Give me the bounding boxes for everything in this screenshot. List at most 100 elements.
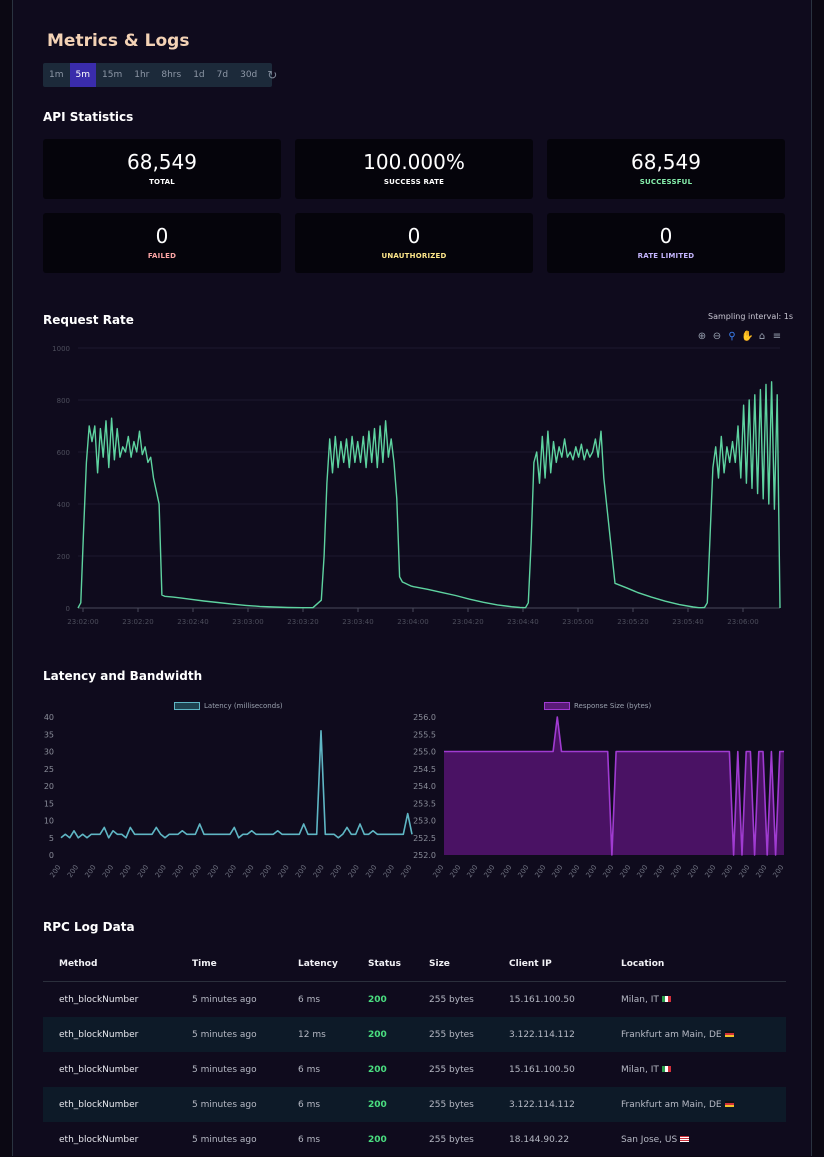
time-range-30d[interactable]: 30d [240,70,258,80]
stat-value: 0 [659,224,673,248]
cell-location-text: Milan, IT [621,1064,659,1075]
time-range-5m[interactable]: 5m [69,63,96,87]
stat-value: 0 [155,224,169,248]
y-tick-label: 400 [57,501,70,509]
table-header-row: Method Time Latency Status Size Client I… [43,947,786,982]
cell-method-text: eth_blockNumber [59,1099,139,1110]
cell-latency: 6 ms [298,1052,368,1087]
response-size-legend[interactable]: Response Size (bytes) [544,702,651,710]
request-rate-chart[interactable]: 0 200 400 600 800 1000 23:02:00 23:02:20 23:02:4… [0,340,824,635]
cell-latency-text: 6 ms [298,1064,321,1075]
table-row[interactable]: eth_blockNumber 5 minutes ago 6 ms 200 255 b… [43,982,786,1018]
time-range-1m[interactable]: 1m [49,70,64,80]
x-tick-label: 200 [48,864,62,880]
table-row[interactable]: eth_blockNumber 5 minutes ago 6 ms 200 255 b… [43,1087,786,1122]
chart-toolbar: ⊕ ⊖ ⚲ ✋ ⌂ ≡ [696,331,783,342]
cell-method: eth_blockNumber [43,1017,192,1052]
cell-time-text: 5 minutes ago [192,1134,257,1145]
x-tick-label: 23:05:20 [617,618,648,626]
column-header-size[interactable]: Size [429,947,509,982]
y-tick-label: 200 [57,553,70,561]
x-tick-label: 200 [66,864,80,880]
column-header-status[interactable]: Status [368,947,429,982]
cell-size-text: 255 bytes [429,1099,474,1110]
zoom-select-icon[interactable]: ⚲ [728,331,736,342]
cell-status: 200 [368,1017,429,1052]
x-tick-label: 200 [329,864,343,880]
cell-location-text: Milan, IT [621,994,659,1005]
stat-card-successful: 68,549 SUCCESSFUL [547,139,785,199]
x-tick-label: 200 [431,864,445,880]
x-tick-label: 200 [482,864,496,880]
zoom-out-icon[interactable]: ⊖ [712,331,722,342]
cell-method-text: eth_blockNumber [59,1134,139,1145]
time-range-8hrs[interactable]: 8hrs [161,70,182,80]
column-header-location[interactable]: Location [621,947,786,982]
cell-size-text: 255 bytes [429,1029,474,1040]
column-header-client-ip[interactable]: Client IP [509,947,621,982]
sampling-interval: Sampling interval: 1s [708,312,793,321]
stat-value: 68,549 [631,150,701,174]
x-tick-label: 200 [189,864,203,880]
x-tick-label: 200 [312,864,326,880]
menu-icon[interactable]: ≡ [772,331,782,342]
x-tick-label: 23:02:40 [177,618,208,626]
table-row[interactable]: eth_blockNumber 5 minutes ago 6 ms 200 255 b… [43,1052,786,1087]
refresh-icon[interactable]: ↻ [267,68,278,82]
cell-ip: 3.122.114.112 [509,1087,621,1122]
cell-latency-text: 6 ms [298,1134,321,1145]
pan-hand-icon[interactable]: ✋ [741,331,754,342]
y-tick-label: 40 [44,713,54,722]
home-icon[interactable]: ⌂ [758,331,766,342]
rpc-log-title: RPC Log Data [43,920,135,934]
flag-us-icon [680,1136,690,1142]
time-range-selector: 1m 5m 15m 1hr 8hrs 1d 7d 30d ↻ [43,63,277,87]
time-range-7d[interactable]: 7d [216,70,229,80]
y-tick-label: 0 [49,851,54,860]
x-tick-label: 200 [448,864,462,880]
y-tick-label: 20 [44,782,54,791]
x-tick-label: 200 [465,864,479,880]
cell-ip-text: 15.161.100.50 [509,1064,575,1075]
x-tick-label: 200 [754,864,768,880]
cell-ip: 3.122.114.112 [509,1017,621,1052]
stat-value: 0 [407,224,421,248]
response-size-chart[interactable]: 252.0 252.5 253.0 253.5 254.0 254.5 255.0 255.5… [405,710,805,885]
time-range-15m[interactable]: 15m [102,70,123,80]
cell-location: Milan, IT [621,1052,786,1087]
cell-location: Milan, IT [621,982,786,1018]
latency-bandwidth-title: Latency and Bandwidth [43,669,203,683]
cell-status: 200 [368,1122,429,1157]
stat-label: RATE LIMITED [637,252,695,260]
table-row[interactable]: eth_blockNumber 5 minutes ago 12 ms 200 255 … [43,1017,786,1052]
latency-legend[interactable]: Latency (milliseconds) [174,702,283,710]
cell-time-text: 5 minutes ago [192,1029,257,1040]
x-tick-label: 200 [652,864,666,880]
y-tick-label: 0 [66,605,70,613]
cell-status-text: 200 [368,1099,387,1110]
response-size-legend-swatch [544,702,570,710]
x-tick-label: 200 [101,864,115,880]
cell-method: eth_blockNumber [43,1052,192,1087]
series-line [60,730,413,839]
time-range-1hr[interactable]: 1hr [134,70,150,80]
y-tick-label: 252.0 [413,851,436,860]
column-header-time[interactable]: Time [192,947,298,982]
x-tick-label: 200 [567,864,581,880]
cell-ip-text: 18.144.90.22 [509,1134,570,1145]
x-tick-label: 200 [686,864,700,880]
x-tick-label: 23:02:20 [122,618,153,626]
column-header-method[interactable]: Method [43,947,192,982]
zoom-in-icon[interactable]: ⊕ [697,331,707,342]
table-row[interactable]: eth_blockNumber 5 minutes ago 6 ms 200 255 b… [43,1122,786,1157]
cell-time: 5 minutes ago [192,1087,298,1122]
stat-card-rate-limited: 0 RATE LIMITED [547,213,785,273]
x-tick-label: 23:03:20 [287,618,318,626]
request-rate-title: Request Rate [43,313,134,327]
cell-latency: 6 ms [298,982,368,1018]
x-tick-label: 23:04:20 [452,618,483,626]
cell-status-text: 200 [368,1064,387,1075]
time-range-1d[interactable]: 1d [193,70,205,80]
column-header-latency[interactable]: Latency [298,947,368,982]
